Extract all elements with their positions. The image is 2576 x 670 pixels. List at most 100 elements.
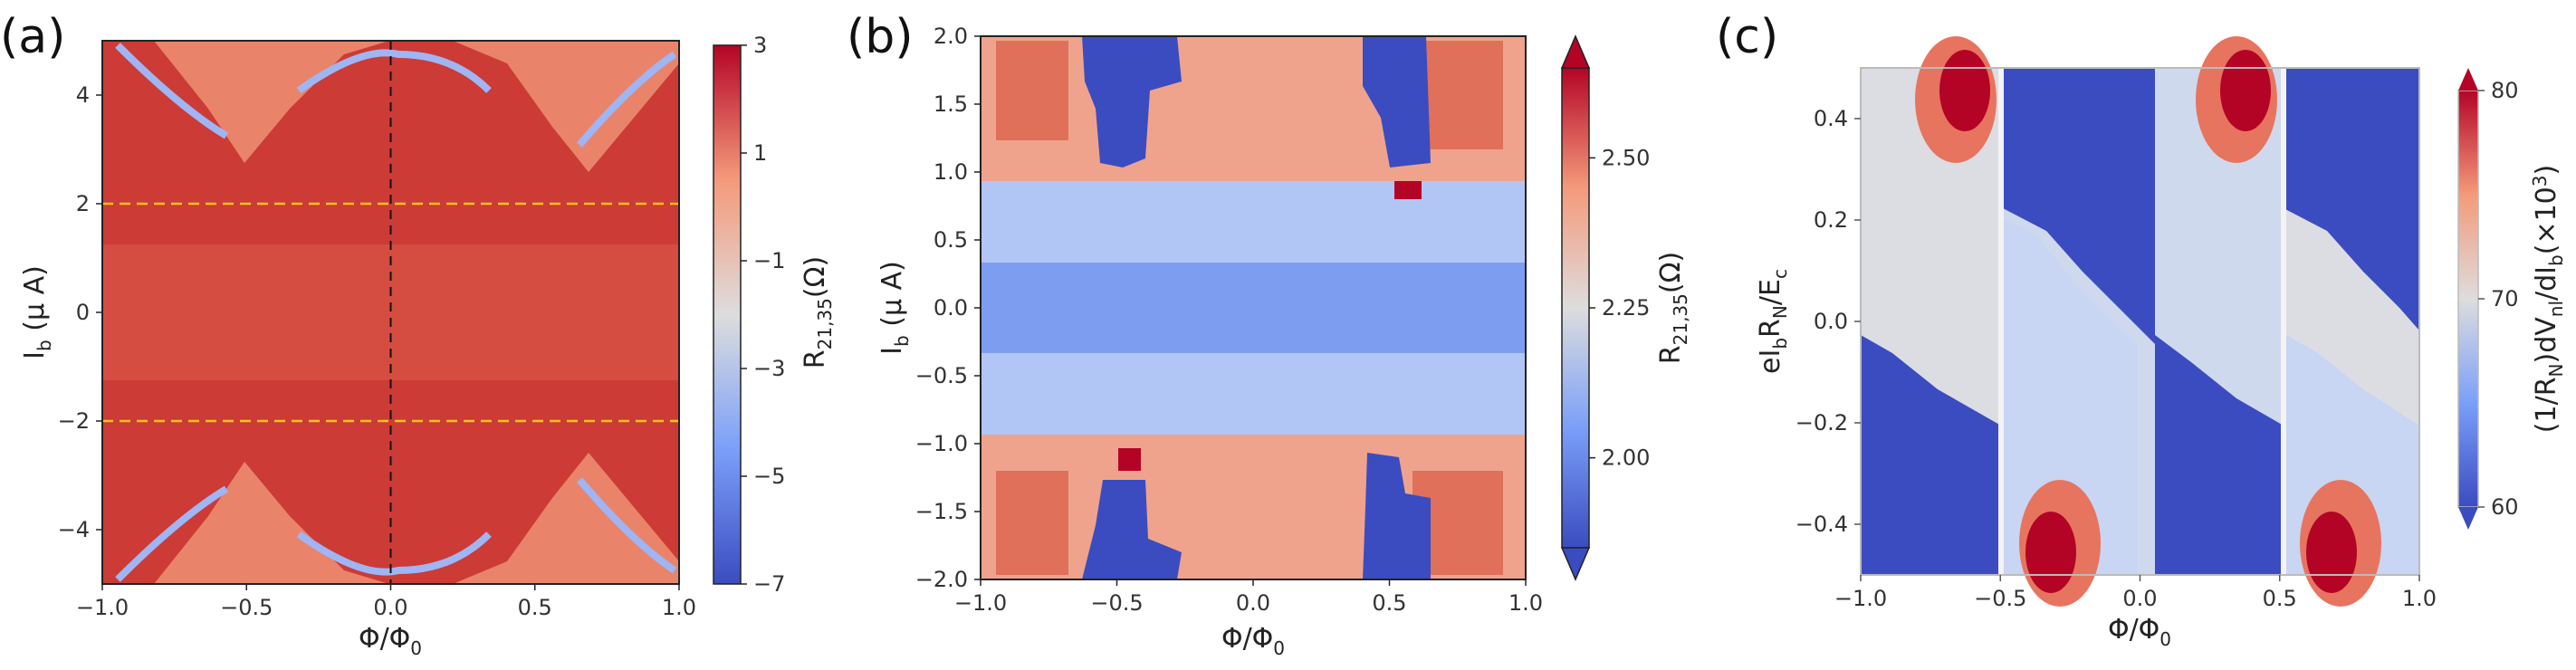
x-tick-label: 1.0 xyxy=(2402,586,2437,611)
y-tick-label: −2 xyxy=(58,408,90,434)
heatmap-a-arc-bottom-left xyxy=(115,485,229,582)
panel-c-colorbar xyxy=(2457,90,2479,508)
heatmap-a-lobe-bottom xyxy=(102,453,679,584)
x-tick-label: −1.0 xyxy=(76,595,129,620)
panel-c-x-ticks: −1.0 −0.5 0.0 0.5 1.0 xyxy=(1834,575,2437,611)
y-tick-label: 0 xyxy=(76,300,90,325)
panel-b-heatmap xyxy=(981,36,1526,579)
colorbar-tick-label: 70 xyxy=(2491,286,2519,311)
panel-a: (a) −1.0 −0.5 0.0 0.5 1.0 4 2 0 −2 −4 Φ/Φ0 Ib (μ… xyxy=(0,10,836,659)
heatmap-b-warm-bl xyxy=(996,471,1068,575)
x-tick-label: 0.0 xyxy=(373,595,407,620)
panel-a-colorbar-ticks: 3 1 −1 −3 −5 −7 xyxy=(741,33,785,597)
heatmap-b-blob-br xyxy=(1363,453,1431,579)
panel-a-colorbar xyxy=(713,44,742,585)
panel-a-xlabel: Φ/Φ0 xyxy=(359,623,422,659)
heatmap-c-red-bl xyxy=(2025,512,2076,593)
x-tick-label: −0.5 xyxy=(1974,586,2026,611)
panel-b-colorbar-extend-top xyxy=(1560,34,1591,69)
x-tick-label: 1.0 xyxy=(662,595,696,620)
panel-a-colorbar-label: R21,35(Ω) xyxy=(800,256,836,368)
panel-c-colorbar-ticks: 80 70 60 xyxy=(2478,78,2519,520)
x-tick-label: 0.0 xyxy=(1236,590,1270,616)
panel-b-colorbar-extend-bottom xyxy=(1560,547,1591,581)
panel-c-ylabel: eIbRN/Ec xyxy=(1755,269,1791,374)
y-tick-label: 1.5 xyxy=(934,91,968,117)
y-tick-label: −2.0 xyxy=(915,567,968,592)
colorbar-tick-label: 1 xyxy=(753,140,767,166)
x-tick-label: 0.0 xyxy=(2122,586,2157,611)
heatmap-a-arc-top-mid xyxy=(296,49,492,94)
panel-b-colorbar-ticks: 2.50 2.25 2.00 xyxy=(1589,145,1650,471)
colorbar-tick-label: −5 xyxy=(753,464,785,489)
y-tick-label: −4 xyxy=(58,517,90,542)
x-tick-label: 0.5 xyxy=(1372,590,1406,616)
heatmap-c-blue-left-lower xyxy=(1861,335,2001,575)
colorbar-tick-label: 2.25 xyxy=(1602,295,1650,321)
panel-c-colorbar-extend-top xyxy=(2458,68,2478,91)
y-tick-label: −1.0 xyxy=(915,431,968,456)
heatmap-b-blob-tr xyxy=(1363,36,1431,168)
heatmap-c-red-br xyxy=(2306,512,2357,593)
heatmap-b-band-upper xyxy=(981,181,1526,263)
panel-b: (b) −1.0 −0.5 0.0 0.5 1.0 2.0 1.5 1.0 0.5 0.0 −0.… xyxy=(847,10,1691,659)
panel-c-colorbar-extend-bottom xyxy=(2458,507,2478,530)
panel-a-guides xyxy=(102,41,679,584)
heatmap-a-lobe-top xyxy=(102,41,679,172)
colorbar-tick-label: −7 xyxy=(753,571,785,597)
heatmap-b-red-bottom xyxy=(1118,448,1141,471)
heatmap-c-mid-left xyxy=(2003,68,2137,575)
panel-b-ylabel: Ib (μ A) xyxy=(876,261,913,355)
heatmap-c-red-tr xyxy=(2220,50,2271,131)
y-tick-label: 4 xyxy=(76,82,90,108)
colorbar-tick-label: 80 xyxy=(2491,78,2519,103)
heatmap-c-blue-mid-lower xyxy=(2155,335,2284,575)
panel-b-x-ticks: −1.0 −0.5 0.0 0.5 1.0 xyxy=(954,579,1543,616)
x-tick-label: −1.0 xyxy=(954,590,1007,616)
y-tick-label: 0.0 xyxy=(1814,309,1848,334)
y-tick-label: −0.5 xyxy=(915,363,968,388)
y-tick-label: 0.5 xyxy=(934,227,968,253)
panel-b-letter: (b) xyxy=(847,10,914,64)
heatmap-b-band-lower xyxy=(981,353,1526,435)
y-tick-label: 0.0 xyxy=(934,295,968,321)
heatmap-c-blue-right-upper xyxy=(2284,68,2419,330)
heatmap-a-arc-bottom-mid xyxy=(296,531,492,576)
colorbar-tick-label: −3 xyxy=(753,356,785,381)
x-tick-label: −0.5 xyxy=(220,595,273,620)
y-tick-label: 2 xyxy=(76,191,90,216)
panel-a-ylabel: Ib (μ A) xyxy=(19,265,55,359)
x-tick-label: −1.0 xyxy=(1834,586,1887,611)
heatmap-b-blob-tl xyxy=(1082,36,1182,168)
colorbar-tick-label: 2.00 xyxy=(1602,445,1650,471)
x-tick-label: 0.5 xyxy=(518,595,552,620)
panel-c: (c) xyxy=(1716,10,2567,650)
heatmap-a-arc-top-left xyxy=(115,43,229,139)
panel-a-letter: (a) xyxy=(0,10,65,64)
panel-c-heatmap xyxy=(1861,36,2419,607)
panel-c-xlabel: Φ/Φ0 xyxy=(2108,614,2171,650)
panel-c-letter: (c) xyxy=(1716,10,1778,64)
panel-c-y-ticks: 0.4 0.2 0.0 −0.2 −0.4 xyxy=(1796,106,1861,537)
heatmap-a-arc-top-right xyxy=(576,51,677,148)
panel-b-y-ticks: 2.0 1.5 1.0 0.5 0.0 −0.5 −1.0 −1.5 −2.0 xyxy=(915,24,981,592)
heatmap-b-warm-tl xyxy=(996,41,1068,140)
heatmap-a-arc-bottom-right xyxy=(576,477,677,574)
x-tick-label: 0.5 xyxy=(2263,586,2297,611)
colorbar-tick-label: 2.50 xyxy=(1602,145,1650,170)
panel-b-colorbar xyxy=(1561,67,1590,549)
heatmap-b-band-center xyxy=(981,263,1526,353)
colorbar-tick-label: −1 xyxy=(753,248,785,273)
panel-a-x-ticks: −1.0 −0.5 0.0 0.5 1.0 xyxy=(76,584,696,620)
y-tick-label: −0.2 xyxy=(1796,410,1848,436)
panel-b-colorbar-label: R21,35(Ω) xyxy=(1655,252,1691,364)
y-tick-label: 1.0 xyxy=(934,159,968,185)
panel-c-colorbar-label: (1/RN)dVnl/dIb(×103) xyxy=(2529,165,2567,433)
y-tick-label: 0.4 xyxy=(1814,106,1848,131)
x-tick-label: 1.0 xyxy=(1508,590,1543,616)
panel-b-xlabel: Φ/Φ0 xyxy=(1221,623,1285,659)
x-tick-label: −0.5 xyxy=(1090,590,1143,616)
colorbar-tick-label: 60 xyxy=(2491,494,2519,520)
y-tick-label: −0.4 xyxy=(1796,512,1848,537)
